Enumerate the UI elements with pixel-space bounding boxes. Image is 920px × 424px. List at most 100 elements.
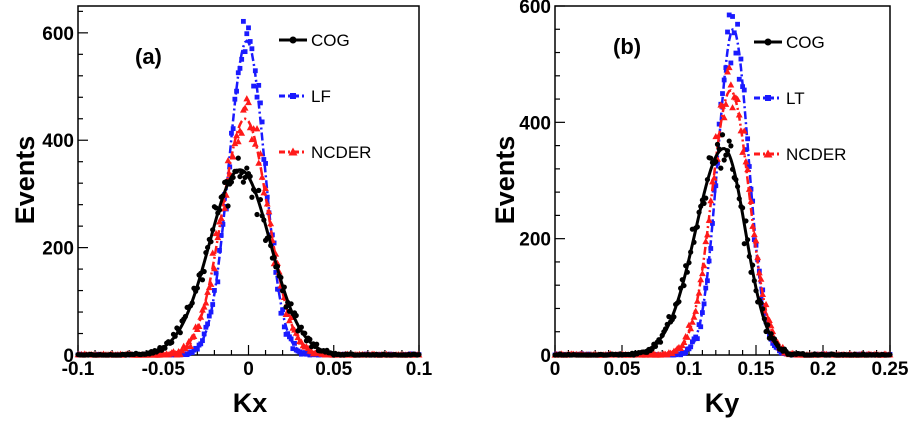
panel-b-legend: COG LT NCDER — [754, 33, 846, 164]
panel-a-data-point-cog — [208, 239, 214, 245]
panel-a-data-point-ncder — [217, 214, 225, 221]
panel-b-data-point-cog — [704, 176, 711, 183]
panel-a-data-point-lf — [201, 331, 207, 337]
panel-b-data-point-cog — [887, 352, 893, 358]
panel-b-data-point-lt — [716, 121, 722, 127]
panel-a-data-point-cog — [199, 277, 206, 283]
panel-a-data-point-ncder — [200, 303, 208, 310]
panel-a-data-point-ncder — [229, 153, 237, 160]
panel-b-data-point-lt — [725, 29, 730, 35]
panel-a-data-point-ncder — [231, 139, 239, 147]
panel-b-data-point-ncder — [725, 63, 733, 71]
panel-a-data-point-cog — [172, 333, 178, 339]
panel-a-data-point-cog — [271, 254, 277, 260]
panel-b-data-point-lt — [730, 14, 735, 19]
panel-a-x-tick-label: 0.1 — [406, 359, 433, 380]
panel-a-data-point-cog — [261, 217, 267, 223]
panel-b-data-point-ncder — [695, 289, 703, 296]
panel-b-data-point-ncder — [766, 316, 773, 323]
panel-a-data-point-ncder — [221, 204, 229, 211]
panel-a-data-point-cog — [162, 345, 168, 351]
panel-b-data-point-cog — [719, 132, 726, 138]
panel-a-data-point-ncder — [209, 249, 217, 256]
panel-a-data-point-lf — [273, 270, 279, 275]
panel-a-data-point-ncder — [262, 184, 269, 192]
panel-b-data-point-lt — [720, 91, 725, 96]
panel-a-data-point-cog — [293, 312, 299, 319]
panel-a-data-point-ncder — [207, 280, 215, 287]
panel-a-data-point-lf — [227, 164, 233, 170]
panel-a-data-point-lf — [239, 56, 245, 62]
legend-label-cog: COG — [786, 33, 825, 52]
panel-b-data-point-lt — [740, 84, 745, 90]
panel-b-data-point-cog — [713, 159, 719, 165]
panel-a-ticks: -0.1 -0.05 0 0.05 0.1 0 200 400 600 — [42, 10, 433, 380]
panel-a-data-point-ncder — [214, 233, 222, 241]
panel-b-data-point-ncder — [742, 158, 750, 165]
panel-a-series-curve-lf — [78, 39, 419, 357]
panel-a-data-point-lf — [249, 46, 255, 52]
panel-a-data-point-ncder — [205, 283, 213, 291]
panel-a-data-point-ncder — [224, 157, 232, 164]
panel-a-data-point-lf — [280, 307, 285, 313]
panel-a-data-point-cog — [416, 351, 422, 358]
legend-label-lt: LT — [786, 89, 805, 108]
panel-a-data-point-ncder — [257, 150, 264, 157]
panel-a-data-point-cog — [240, 179, 246, 185]
panel-a-data-point-lf — [252, 68, 258, 74]
panel-b-series-curve-ncder — [555, 88, 890, 357]
panel-a-x-tick-label: 0.05 — [315, 359, 352, 380]
panel-b-data-point-cog — [746, 253, 752, 260]
panel-b-x-tick-label: 0.25 — [872, 359, 909, 380]
panel-a-data-point-cog — [247, 173, 253, 179]
panel-a-data-point-lf — [278, 310, 284, 316]
panel-a-plot-frame — [77, 5, 420, 356]
panel-b-data-point-cog — [726, 138, 732, 144]
panel-b-data-point-cog — [671, 314, 677, 320]
panel-b-data-point-ncder — [759, 290, 767, 298]
legend-marker-cog — [289, 36, 297, 44]
panel-a-data-point-ncder — [202, 299, 210, 306]
panel-b-data-point-cog — [721, 157, 727, 163]
panel-b-y-tick-label: 400 — [519, 113, 551, 134]
panel-a-data-point-cog — [259, 213, 265, 219]
panel-b-data-point-lt — [706, 258, 712, 264]
panel-a-data-point-lf — [230, 126, 236, 132]
panel-b-data-point-cog — [708, 155, 714, 161]
panel-a-y-tick-label: 200 — [42, 239, 74, 260]
panel-a-data-point-lf — [244, 31, 250, 37]
panel-a-data-point-lf — [215, 279, 221, 285]
panel-a-data-point-ncder — [255, 159, 263, 166]
panel-a-data-point-cog — [230, 174, 236, 181]
panel-b-data-point-cog — [734, 183, 741, 190]
legend-marker-ncder — [763, 149, 773, 158]
panel-a-data-point-ncder — [245, 98, 252, 106]
panel-b-data-point-ncder — [750, 230, 758, 238]
panel-a-data-point-lf — [281, 324, 287, 330]
panel-a-data-point-lf — [203, 324, 209, 330]
panel-b-data-point-lt — [689, 339, 695, 345]
panel-b-data-point-ncder — [693, 297, 701, 304]
panel-b-y-tick-label: 200 — [519, 230, 551, 251]
panel-b-series-curve-cog — [555, 146, 890, 357]
panel-a-label: (a) — [135, 44, 162, 69]
panel-a-series-curve-cog — [78, 168, 419, 357]
panel-b-data-point-cog — [750, 262, 756, 268]
panel-b-data-point-lt — [701, 301, 707, 307]
panel-b-data-point-ncder — [755, 269, 763, 276]
legend-label-ncder: NCDER — [786, 145, 846, 164]
panel-b-data-point-ncder — [690, 313, 698, 320]
panel-b-data-point-ncder — [704, 231, 711, 238]
panel-b-data-point-ncder — [739, 148, 746, 155]
panel-b-data-point-ncder — [727, 81, 735, 88]
panel-b-data-point-ncder — [705, 216, 713, 223]
panel-b-data-point-lt — [694, 336, 700, 342]
panel-b-data-point-ncder — [745, 185, 753, 192]
panel-a-y-tick-label: 0 — [63, 346, 74, 367]
panel-a-data-point-cog — [235, 155, 241, 161]
panel-a-data-point-lf — [200, 338, 205, 344]
panel-b-data-point-lt — [745, 136, 751, 142]
panel-a-y-tick-label: 400 — [42, 131, 74, 152]
panel-b-y-axis-title: Events — [490, 136, 520, 225]
